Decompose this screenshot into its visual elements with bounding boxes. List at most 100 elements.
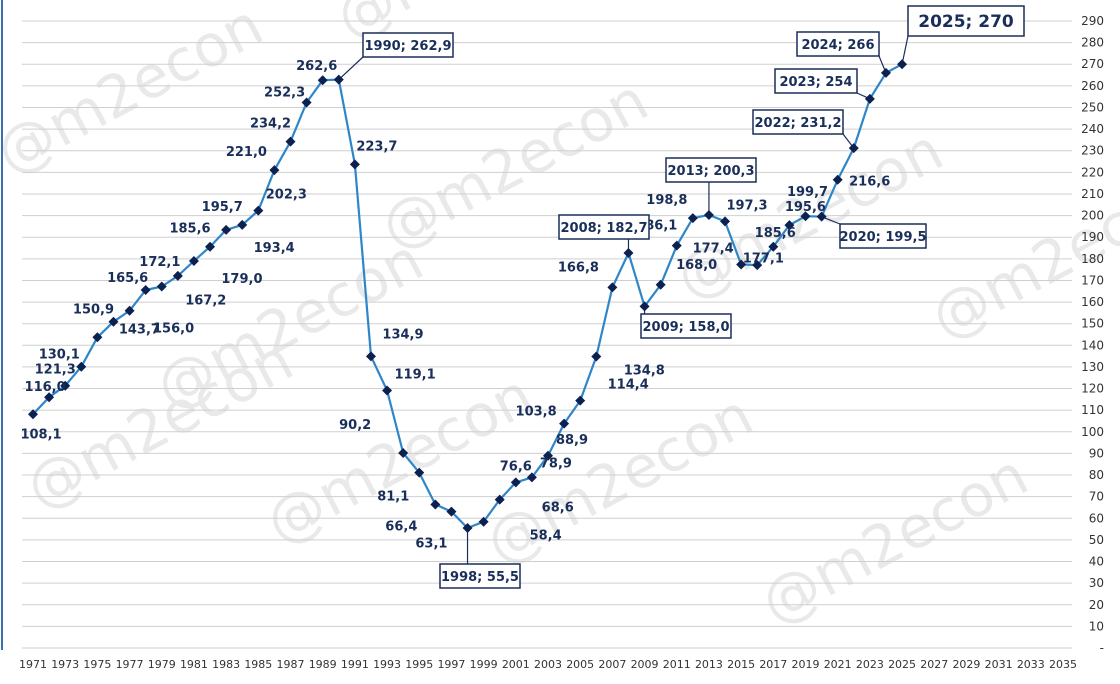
x-tick-label: 2003 — [534, 658, 562, 671]
data-point-marker — [687, 213, 698, 224]
data-point-marker — [575, 395, 586, 406]
y-tick-label: 140 — [1081, 338, 1104, 352]
data-point-marker — [172, 270, 183, 281]
x-tick-label: 1999 — [470, 658, 498, 671]
data-label: 262,6 — [296, 59, 337, 74]
x-tick-label: 1975 — [83, 658, 111, 671]
data-label: 81,1 — [377, 490, 409, 505]
data-label: 234,2 — [250, 117, 291, 132]
data-point-marker — [398, 447, 409, 458]
y-tick-label: 150 — [1081, 317, 1104, 331]
callout-leader — [338, 56, 364, 81]
data-point-marker — [703, 209, 714, 220]
y-tick-label: 20 — [1089, 598, 1104, 612]
data-label: 116,0 — [25, 380, 66, 395]
callout-box — [558, 214, 650, 240]
data-label: 150,9 — [73, 303, 114, 318]
callout-label: 2024; 266 — [801, 38, 874, 53]
data-label: 195,6 — [785, 200, 826, 215]
data-point-marker — [44, 392, 55, 403]
y-tick-label: 270 — [1081, 57, 1104, 71]
data-label: 166,8 — [558, 260, 599, 275]
data-point-marker — [253, 205, 264, 216]
data-label: 130,1 — [39, 348, 80, 363]
data-label: 58,4 — [530, 529, 562, 544]
data-point-marker — [510, 477, 521, 488]
data-point-marker — [188, 255, 199, 266]
data-point-marker — [607, 282, 618, 293]
data-point-marker — [140, 284, 151, 295]
data-point-marker — [752, 260, 763, 271]
data-point-marker — [591, 351, 602, 362]
data-label: 199,7 — [787, 185, 828, 200]
x-tick-label: 2009 — [631, 658, 659, 671]
data-point-marker — [365, 351, 376, 362]
callout-label: 2022; 231,2 — [754, 116, 841, 131]
data-point-marker — [108, 316, 119, 327]
data-point-marker — [526, 472, 537, 483]
data-point-marker — [237, 219, 248, 230]
data-label: 185,6 — [169, 222, 210, 237]
data-label: 197,3 — [726, 198, 767, 213]
y-tick-label: 280 — [1081, 36, 1104, 50]
x-tick-label: 1989 — [309, 658, 337, 671]
data-point-marker — [349, 159, 360, 170]
data-label: 63,1 — [415, 537, 447, 552]
data-point-marker — [76, 361, 87, 372]
data-point-marker — [848, 143, 859, 154]
data-label: 76,6 — [500, 459, 532, 474]
data-label: 195,7 — [202, 200, 243, 215]
data-point-marker — [221, 224, 232, 235]
data-label: 121,3 — [35, 363, 76, 378]
data-label: 198,8 — [646, 193, 687, 208]
x-tick-label: 2005 — [566, 658, 594, 671]
x-tick-label: 1991 — [341, 658, 369, 671]
data-label: 223,7 — [356, 139, 397, 154]
data-point-marker — [768, 241, 779, 252]
y-tick-label: 180 — [1081, 252, 1104, 266]
data-label: 179,0 — [221, 272, 262, 287]
data-label: 119,1 — [395, 367, 436, 382]
data-point-marker — [446, 506, 457, 517]
data-label: 185,6 — [755, 226, 796, 241]
data-point-marker — [639, 301, 650, 312]
data-point-marker — [880, 67, 891, 78]
data-point-marker — [205, 241, 216, 252]
data-label: 177,1 — [743, 252, 784, 267]
x-tick-label: 2015 — [727, 658, 755, 671]
data-point-marker — [430, 499, 441, 510]
callout-box — [796, 31, 880, 57]
data-label: 202,3 — [266, 188, 307, 203]
callout-box — [439, 563, 521, 589]
data-label: 168,0 — [676, 258, 717, 273]
data-label: 66,4 — [385, 519, 417, 534]
y-tick-label: 290 — [1081, 14, 1104, 28]
callout-box — [774, 68, 858, 94]
x-tick-label: 1987 — [277, 658, 305, 671]
callout-label: 1990; 262,9 — [364, 39, 451, 54]
y-tick-label: 220 — [1081, 165, 1104, 179]
x-tick-label: 2027 — [920, 658, 948, 671]
data-point-marker — [317, 75, 328, 86]
callout-label: 2023; 254 — [779, 75, 852, 90]
data-point-marker — [60, 380, 71, 391]
data-label: 172,1 — [139, 255, 180, 270]
x-tick-label: 2035 — [1049, 658, 1077, 671]
x-tick-label: 2033 — [1017, 658, 1045, 671]
data-label: 177,4 — [693, 241, 734, 256]
data-label: 216,6 — [849, 175, 890, 190]
y-tick-label: 100 — [1081, 425, 1104, 439]
data-point-marker — [720, 216, 731, 227]
x-tick-label: 2019 — [792, 658, 820, 671]
x-tick-label: 1979 — [148, 658, 176, 671]
data-point-marker — [736, 259, 747, 270]
x-tick-label: 2029 — [952, 658, 980, 671]
y-tick-label: 260 — [1081, 79, 1104, 93]
data-point-marker — [623, 247, 634, 258]
data-point-marker — [494, 494, 505, 505]
x-tick-label: 1973 — [51, 658, 79, 671]
data-label: 108,1 — [20, 427, 61, 442]
